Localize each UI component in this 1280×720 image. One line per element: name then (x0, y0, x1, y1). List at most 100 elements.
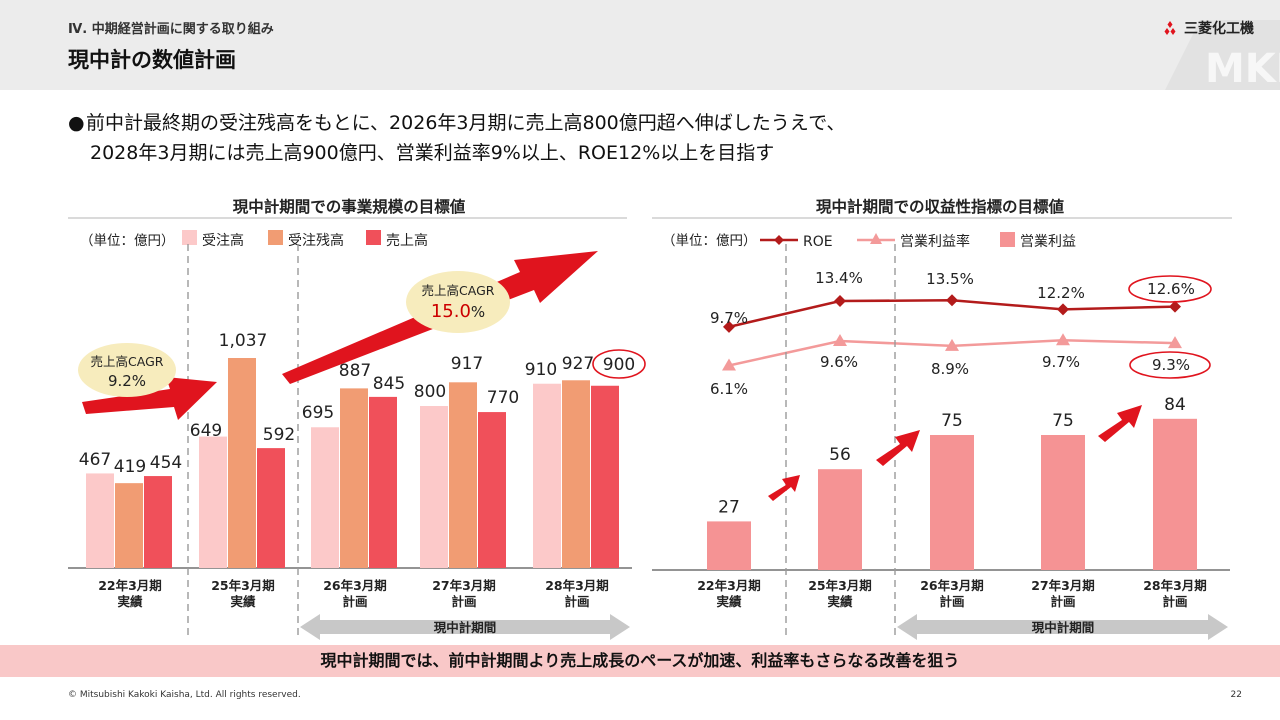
roe-label-2: 13.5% (926, 270, 974, 288)
bar-売上高-4 (591, 385, 619, 568)
opm-marker-1 (833, 334, 847, 346)
cagr2-label: 売上高CAGR (422, 283, 495, 298)
left-value-label-0-2: 454 (150, 453, 182, 473)
left-value-label-1-2: 592 (263, 425, 295, 445)
lead-line-2: 2028年3月期には売上高900億円、営業利益率9%以上、ROE12%以上を目指… (90, 142, 775, 164)
company-logo: 三菱化工機 (1162, 18, 1254, 38)
bar-受注残高-4 (562, 380, 590, 568)
cagr1-value: 9.2% (108, 372, 146, 390)
period-arrow-left (300, 614, 630, 640)
right-category-1-1: 実績 (827, 594, 853, 609)
cagr2-value: 15.0 (431, 301, 471, 322)
right-category-0-1: 実績 (716, 594, 742, 609)
left-category-0-0: 22年3月期 (98, 578, 162, 593)
bar-受注残高-0 (115, 483, 143, 568)
left-chart-title: 現中計期間での事業規模の目標値 (233, 197, 466, 216)
lead-line-1: 前中計最終期の受注残高をもとに、2026年3月期に売上高800億円超へ伸ばしたう… (86, 112, 846, 134)
period-label-right: 現中計期間 (1032, 620, 1095, 635)
charts-area: 現中計期間での事業規模の目標値 （単位：億円） 受注高 受注残高 売上高 22年3月期実績… (68, 197, 1232, 640)
right-category-4-0: 28年3月期 (1143, 578, 1207, 593)
op-bar-2 (930, 435, 974, 570)
mkk-watermark: MKK (1205, 46, 1280, 90)
right-category-2-0: 26年3月期 (920, 578, 984, 593)
right-category-2-1: 計画 (939, 594, 964, 609)
bullet-icon: ● (68, 112, 85, 134)
bar-売上高-3 (478, 412, 506, 568)
left-unit-label: （単位：億円） (80, 233, 175, 249)
left-category-1-0: 25年3月期 (211, 578, 275, 593)
header-watermark: MKK (1165, 20, 1280, 90)
legend-swatch-op (1000, 232, 1015, 247)
left-value-label-3-1: 917 (451, 354, 483, 374)
legend-label-roe: ROE (803, 234, 833, 250)
right-category-0-0: 22年3月期 (697, 578, 761, 593)
legend-label-売上高: 売上高 (386, 232, 428, 249)
left-category-4-0: 28年3月期 (545, 578, 609, 593)
cagr-bubble-1 (78, 343, 176, 397)
period-label-left: 現中計期間 (434, 620, 497, 635)
left-category-1-1: 実績 (230, 594, 256, 609)
left-category-0-1: 実績 (117, 594, 143, 609)
opm-marker-3 (1056, 333, 1070, 346)
left-value-label-0-1: 419 (114, 457, 146, 477)
roe-label-4: 12.6% (1147, 280, 1195, 298)
roe-label-0: 9.7% (710, 309, 748, 327)
summary-banner: 現中計期間では、前中計期間より売上成長のペースが加速、利益率もさらなる改善を狙う (0, 645, 1280, 677)
legend-label-受注残高: 受注残高 (288, 232, 344, 249)
bar-受注残高-2 (340, 388, 368, 568)
right-category-3-0: 27年3月期 (1031, 578, 1095, 593)
page-number: 22 (1230, 690, 1242, 700)
left-value-label-3-0: 800 (414, 382, 446, 402)
left-value-label-2-0: 695 (302, 403, 334, 423)
opm-label-2: 8.9% (931, 360, 969, 378)
op-label-3: 75 (1052, 411, 1074, 431)
bar-売上高-0 (144, 476, 172, 568)
highlight-circle-900 (592, 349, 646, 379)
op-label-4: 84 (1164, 395, 1186, 415)
growth-arrow-3 (1098, 405, 1142, 442)
op-bar-0 (707, 521, 751, 570)
opm-marker-2 (945, 338, 959, 351)
roe-marker-1 (834, 295, 846, 307)
left-category-2-1: 計画 (342, 594, 367, 609)
three-diamonds-icon (1164, 21, 1176, 35)
roe-marker-0 (723, 320, 735, 333)
left-category-3-1: 計画 (451, 594, 476, 609)
lead-text: ●前中計最終期の受注残高をもとに、2026年3月期に売上高800億円超へ伸ばした… (68, 108, 845, 168)
roe-marker-3 (1057, 303, 1069, 316)
op-bar-4 (1153, 418, 1197, 570)
opm-marker-0 (722, 358, 736, 371)
cagr2-unit: % (471, 303, 485, 321)
legend-swatch-受注高 (182, 230, 197, 245)
bar-売上高-2 (369, 396, 397, 568)
cagr2-value-text: 15.0% (431, 301, 485, 322)
left-value-label-1-0: 649 (190, 421, 222, 441)
section-label: Ⅳ. 中期経営計画に関する取り組み (68, 22, 274, 37)
left-value-label-4-0: 910 (525, 360, 557, 380)
left-value-label-2-2: 845 (373, 374, 405, 394)
opm-label-4: 9.3% (1152, 356, 1190, 374)
right-category-1-0: 25年3月期 (808, 578, 872, 593)
left-value-label-0-0: 467 (79, 450, 111, 470)
legend-swatch-売上高 (366, 230, 381, 245)
legend-swatch-受注残高 (268, 230, 283, 245)
left-category-4-1: 計画 (564, 594, 589, 609)
bar-売上高-1 (257, 448, 285, 568)
left-value-label-4-2: 900 (603, 355, 635, 375)
cagr-bubble-2 (406, 271, 510, 333)
left-category-3-0: 27年3月期 (432, 578, 496, 593)
left-value-label-2-1: 887 (339, 361, 371, 381)
cagr1-label: 売上高CAGR (91, 354, 164, 369)
legend-marker-opm (870, 233, 882, 244)
copyright: © Mitsubishi Kakoki Kaisha, Ltd. All rig… (68, 690, 301, 700)
bar-受注高-3 (420, 406, 448, 568)
op-bar-3 (1041, 435, 1085, 570)
op-label-0: 27 (718, 497, 740, 517)
roe-marker-2 (946, 294, 958, 307)
highlight-circle-roe (1128, 275, 1212, 303)
opm-label-1: 9.6% (820, 353, 858, 371)
period-arrow-right (897, 614, 1228, 640)
bar-受注高-1 (199, 436, 227, 568)
left-value-label-4-1: 927 (562, 354, 594, 374)
legend-marker-roe (774, 235, 784, 245)
